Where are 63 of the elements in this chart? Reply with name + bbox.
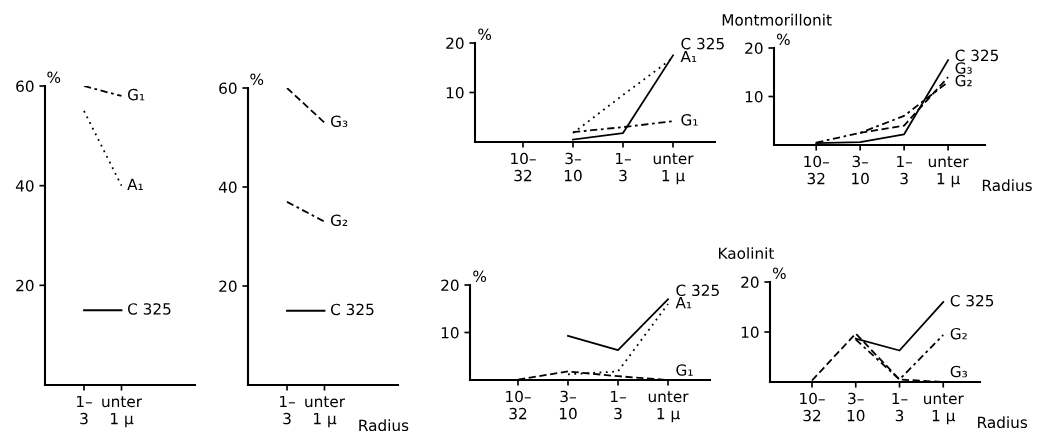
series-label: A₁ (127, 178, 143, 190)
y-tick-label: 20 (446, 37, 464, 50)
x-tick-label: 10– 32 (506, 390, 531, 420)
x-tick-label: unter 1 μ (924, 393, 964, 425)
y-tick-label: 20 (741, 276, 759, 289)
series-label: C 325 (127, 303, 171, 315)
x-tick-label: 1– 3 (77, 395, 92, 425)
y-tick-label: 10 (741, 326, 759, 339)
series-label: A₁ (675, 297, 692, 309)
x-tick-label: 1– 3 (280, 395, 295, 425)
x-tick-label: 1– 3 (611, 390, 626, 420)
series-label: G₃ (330, 115, 348, 128)
series-label: C 325 (676, 284, 719, 297)
y-tick-label: 10 (446, 86, 464, 99)
x-tick-label: 10– 32 (804, 155, 829, 185)
x-axis-title: Radius (982, 179, 1032, 192)
y-axis-title: % (473, 270, 487, 283)
y-axis-title: % (250, 73, 264, 86)
x-tick-label: 10– 32 (800, 392, 825, 422)
x-tick-label: 1– 3 (616, 152, 631, 182)
y-tick-label: 20 (16, 279, 34, 292)
x-tick-label: 3– 10 (847, 392, 865, 422)
x-tick-label: unter 1 μ (102, 396, 143, 428)
chart-title: Kaolinit (719, 247, 774, 260)
y-axis-title: % (478, 28, 492, 41)
series-label: G₁ (676, 364, 693, 376)
y-tick-label: 20 (219, 280, 237, 293)
series-label: G₂ (955, 74, 972, 87)
x-tick-label: unter 1 μ (305, 396, 346, 428)
y-tick-label: 10 (441, 326, 459, 339)
x-tick-label: unter 1 μ (928, 156, 969, 188)
x-tick-label: unter 1 μ (648, 391, 689, 423)
x-tick-label: 10– 32 (511, 152, 536, 182)
series-label: G₂ (330, 214, 348, 227)
series-label: G₃ (955, 62, 972, 74)
chart-title: Montmorillonit (722, 13, 832, 26)
x-tick-label: 3– 10 (564, 152, 582, 182)
x-tick-label: 3– 10 (559, 390, 577, 420)
x-tick-label: 3– 10 (852, 155, 869, 185)
y-tick-label: 60 (219, 82, 237, 95)
y-axis-title: % (47, 71, 61, 84)
series-label: G₂ (950, 327, 967, 340)
series-label: C 325 (950, 294, 994, 307)
x-axis-title: Radius (978, 416, 1028, 429)
x-tick-label: 1– 3 (892, 392, 908, 422)
y-tick-label: 10 (745, 90, 763, 103)
series-label: G₁ (681, 114, 698, 126)
x-tick-label: unter 1 μ (653, 153, 694, 185)
series-label: G₃ (950, 365, 967, 378)
y-tick-label: 40 (15, 180, 34, 192)
y-axis-title: % (776, 33, 790, 46)
y-tick-label: 60 (16, 80, 34, 93)
series-label: A₁ (680, 50, 697, 63)
x-axis-title: Radius (359, 419, 409, 432)
y-tick-label: 20 (441, 279, 459, 292)
series-label: G₁ (127, 88, 145, 101)
series-label: C 325 (681, 37, 724, 50)
y-tick-label: 20 (745, 42, 763, 55)
x-tick-label: 1– 3 (897, 155, 913, 185)
series-label: C 325 (955, 49, 999, 62)
series-label: C 325 (330, 303, 374, 316)
y-axis-title: % (772, 267, 786, 280)
y-tick-label: 40 (218, 181, 237, 194)
